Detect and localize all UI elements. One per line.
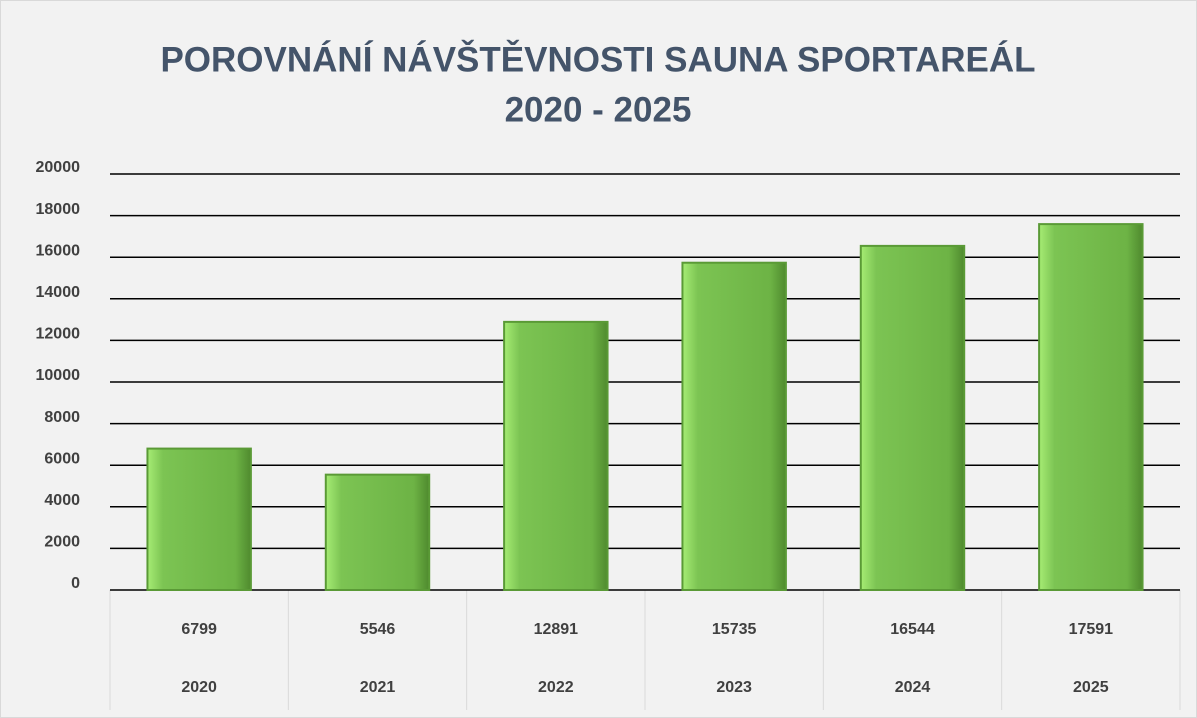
bar <box>859 244 966 591</box>
chart-subtitle: 2020 - 2025 <box>505 90 692 129</box>
x-tick-label: 2021 <box>360 679 396 696</box>
bar <box>503 320 609 591</box>
bar <box>146 447 252 592</box>
data-table-value: 16544 <box>890 621 935 638</box>
data-table-value: 5546 <box>360 621 396 638</box>
bar <box>324 473 431 591</box>
y-tick-label: 20000 <box>36 159 81 176</box>
y-tick-label: 10000 <box>36 367 81 384</box>
y-tick-label: 18000 <box>36 201 81 218</box>
x-tick-label: 2024 <box>895 679 931 696</box>
x-tick-label: 2025 <box>1073 679 1109 696</box>
x-tick-label: 2023 <box>716 679 752 696</box>
x-tick-label: 2022 <box>538 679 574 696</box>
y-tick-label: 16000 <box>36 242 81 259</box>
y-tick-label: 12000 <box>36 326 81 343</box>
y-tick-label: 2000 <box>44 534 80 551</box>
bar <box>1038 223 1144 591</box>
chart-title: POROVNÁNÍ NÁVŠTĚVNOSTI SAUNA SPORTAREÁL <box>160 39 1035 79</box>
y-tick-label: 0 <box>71 575 80 592</box>
data-table-value: 15735 <box>712 621 757 638</box>
data-table-value: 6799 <box>181 621 217 638</box>
bar <box>681 261 787 591</box>
data-table-value: 17591 <box>1069 621 1114 638</box>
y-tick-label: 4000 <box>44 492 80 509</box>
data-table-value: 12891 <box>534 621 579 638</box>
y-tick-label: 8000 <box>44 409 80 426</box>
y-tick-label: 14000 <box>36 284 81 301</box>
x-tick-label: 2020 <box>181 679 217 696</box>
y-tick-label: 6000 <box>44 450 80 467</box>
